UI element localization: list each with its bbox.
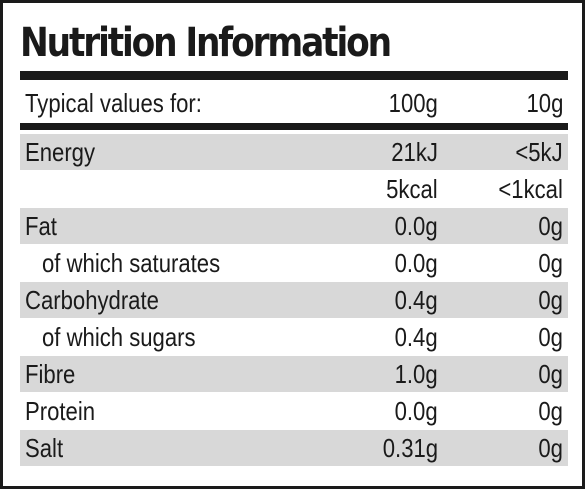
nutrient-row: Fibre 1.0g 0g (20, 356, 568, 392)
value-per-10g: 0g (538, 322, 563, 352)
nutrient-row: Protein 0.0g 0g (20, 393, 568, 429)
nutrient-row: of which saturates 0.0g 0g (20, 245, 568, 281)
title-divider (20, 71, 568, 80)
nutrient-name: Carbohydrate (25, 285, 159, 315)
value-per-10g: 0g (538, 396, 563, 426)
value-per-10g: 0g (538, 359, 563, 389)
value-per-100g: 0.0g (394, 211, 438, 241)
value-per-100g: 0.4g (394, 322, 438, 352)
value-per-10g: 0g (538, 211, 563, 241)
nutrient-row: Fat 0.0g 0g (20, 208, 568, 244)
nutrition-title: Nutrition Information (20, 20, 392, 66)
nutrient-name: Energy (25, 137, 96, 167)
value-per-100g: 0.4g (394, 285, 438, 315)
nutrient-name: Salt (25, 433, 64, 463)
value-per-10g: 0g (538, 248, 563, 278)
nutrient-row: Carbohydrate 0.4g 0g (20, 282, 568, 318)
nutrient-name: Fibre (25, 359, 76, 389)
nutrient-name: of which saturates (42, 248, 221, 278)
value-per-10g: <5kJ (515, 137, 563, 167)
value-per-100g: 0.0g (394, 248, 438, 278)
header-col-100g: 100g (388, 88, 438, 118)
value-per-100g: 1.0g (394, 359, 438, 389)
header-label: Typical values for: (25, 88, 202, 118)
value-per-10g: <1kcal (498, 174, 563, 204)
value-per-100g: 21kJ (391, 137, 438, 167)
nutrient-name: Protein (25, 396, 96, 426)
value-per-10g: 0g (538, 285, 563, 315)
nutrient-row: Energy 21kJ <5kJ (20, 134, 568, 170)
value-per-100g: 0.31g (382, 433, 438, 463)
header-row: Typical values for: 100g 10g (20, 83, 568, 121)
nutrient-row: of which sugars 0.4g 0g (20, 319, 568, 355)
value-per-100g: 5kcal (386, 174, 438, 204)
value-per-10g: 0g (538, 433, 563, 463)
value-per-100g: 0.0g (394, 396, 438, 426)
nutrient-row: Salt 0.31g 0g (20, 430, 568, 466)
header-col-10g: 10g (526, 88, 563, 118)
header-divider (20, 123, 568, 130)
nutrient-name: of which sugars (42, 322, 196, 352)
nutrient-name: Fat (25, 211, 57, 241)
nutrient-row: 5kcal <1kcal (20, 171, 568, 207)
